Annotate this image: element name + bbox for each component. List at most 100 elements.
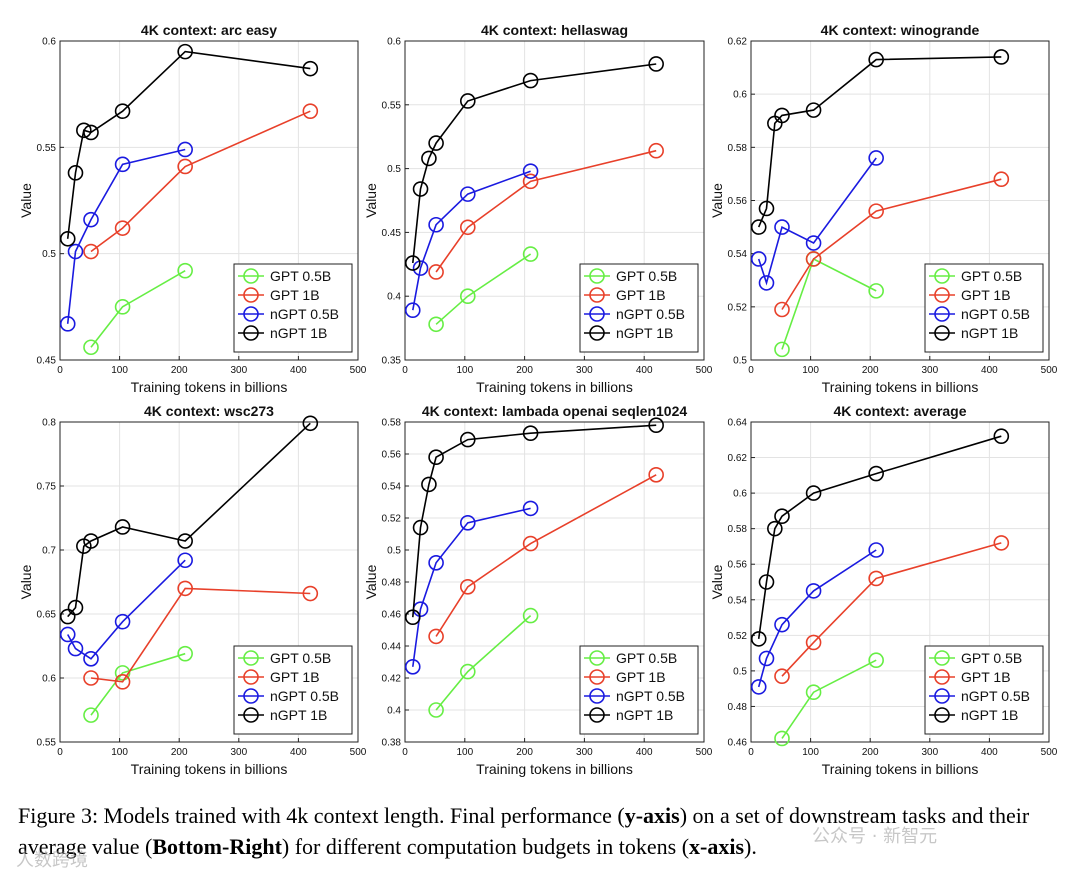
legend-marker: [934, 707, 950, 723]
data-point: [522, 173, 539, 190]
x-tick-label: 300: [576, 365, 593, 376]
y-tick-label: 0.54: [728, 249, 748, 260]
data-point: [993, 49, 1010, 65]
x-tick-label: 0: [748, 365, 754, 376]
y-tick-label: 0.64: [728, 418, 748, 429]
x-tick-label: 400: [290, 747, 307, 758]
data-point: [177, 552, 193, 569]
legend-marker: [589, 287, 605, 303]
series-line-0: [90, 652, 186, 716]
data-point: [868, 652, 884, 669]
legend-label: GPT 1B: [616, 287, 666, 303]
y-tick-label: 0.52: [728, 631, 748, 642]
data-point: [83, 211, 99, 228]
series-line-3: [757, 56, 1002, 228]
data-point: [522, 535, 539, 552]
data-point: [459, 219, 476, 236]
data-point: [459, 431, 476, 448]
data-point: [459, 288, 476, 305]
x-tick-label: 500: [1041, 747, 1058, 758]
data-point: [404, 658, 421, 675]
data-point: [412, 519, 429, 536]
series-line-2: [757, 549, 877, 688]
legend-label: GPT 0.5B: [616, 268, 677, 284]
data-point: [114, 220, 131, 236]
data-point: [868, 570, 884, 587]
x-tick-label: 200: [862, 365, 879, 376]
data-point: [805, 583, 822, 599]
data-point: [805, 235, 822, 251]
legend-marker: [243, 650, 259, 666]
y-tick-label: 0.8: [42, 418, 56, 429]
series-line-3: [412, 63, 657, 264]
data-point: [177, 141, 193, 158]
panel-title: 4K context: winogrande: [821, 22, 980, 38]
x-axis-label: Training tokens in billions: [476, 761, 633, 777]
data-point: [428, 316, 444, 333]
data-point: [67, 165, 84, 181]
legend-marker: [589, 306, 605, 322]
data-point: [59, 626, 76, 643]
legend-label: nGPT 0.5B: [616, 688, 685, 704]
legend-label: GPT 0.5B: [961, 650, 1022, 666]
y-tick-label: 0.75: [37, 482, 57, 493]
legend-marker: [243, 325, 259, 341]
y-tick-label: 0.58: [382, 418, 402, 429]
data-point: [428, 135, 444, 151]
chart-panel-2: 0 100 200 300 400 500 0.5 0.52 0.54 0.56 0.58 0.6 0.…: [709, 22, 1058, 395]
data-point: [83, 707, 99, 723]
data-point: [522, 163, 539, 179]
y-tick-label: 0.62: [728, 453, 748, 464]
data-point: [774, 668, 790, 685]
series-line-1: [781, 178, 1002, 310]
data-point: [177, 580, 193, 597]
data-point: [522, 246, 539, 262]
x-tick-label: 300: [921, 747, 938, 758]
data-point: [302, 415, 319, 432]
data-point: [648, 56, 664, 72]
x-tick-label: 0: [748, 747, 754, 758]
data-point: [177, 533, 193, 549]
data-point: [750, 679, 767, 695]
plot-frame: [404, 40, 705, 361]
x-tick-label: 500: [696, 365, 713, 376]
y-axis-label: Value: [363, 183, 379, 218]
chart-panel-1: 0 100 200 300 400 500 0.35 0.4 0.45 0.5 0.55 0.6 4K …: [363, 22, 713, 395]
data-point: [993, 428, 1010, 445]
series-line-1: [90, 587, 311, 683]
data-point: [83, 243, 99, 260]
legend-label: GPT 0.5B: [961, 268, 1022, 284]
x-tick-label: 500: [696, 747, 713, 758]
legend: GPT 0.5B GPT 1B nGPT 0.5B nGPT 1B: [924, 645, 1044, 735]
y-tick-label: 0.46: [728, 738, 748, 749]
x-tick-label: 100: [802, 747, 819, 758]
data-point: [59, 316, 76, 332]
data-point: [428, 628, 444, 645]
y-tick-label: 0.5: [42, 249, 56, 260]
data-point: [459, 186, 476, 202]
y-tick-label: 0.62: [728, 37, 748, 48]
legend: GPT 0.5B GPT 1B nGPT 0.5B nGPT 1B: [579, 645, 699, 735]
y-tick-label: 0.65: [37, 610, 57, 621]
data-point: [459, 663, 476, 680]
data-point: [868, 542, 884, 558]
series-line-2: [412, 507, 531, 667]
legend-label: GPT 1B: [961, 669, 1011, 685]
data-point: [428, 264, 444, 280]
plot-frame: [750, 421, 1050, 743]
x-tick-label: 300: [921, 365, 938, 376]
data-point: [868, 465, 884, 482]
data-point: [522, 425, 539, 442]
legend-marker: [243, 669, 259, 685]
data-point: [774, 301, 790, 318]
y-axis-label: Value: [18, 183, 34, 218]
caption-bold-bottom-right: Bottom-Right: [152, 834, 282, 859]
data-point: [177, 262, 193, 279]
legend-marker: [934, 325, 950, 341]
data-point: [114, 674, 131, 690]
data-point: [648, 417, 664, 434]
y-tick-label: 0.4: [387, 706, 401, 717]
x-tick-label: 0: [402, 365, 408, 376]
y-tick-label: 0.58: [728, 143, 748, 154]
x-tick-label: 500: [350, 747, 367, 758]
